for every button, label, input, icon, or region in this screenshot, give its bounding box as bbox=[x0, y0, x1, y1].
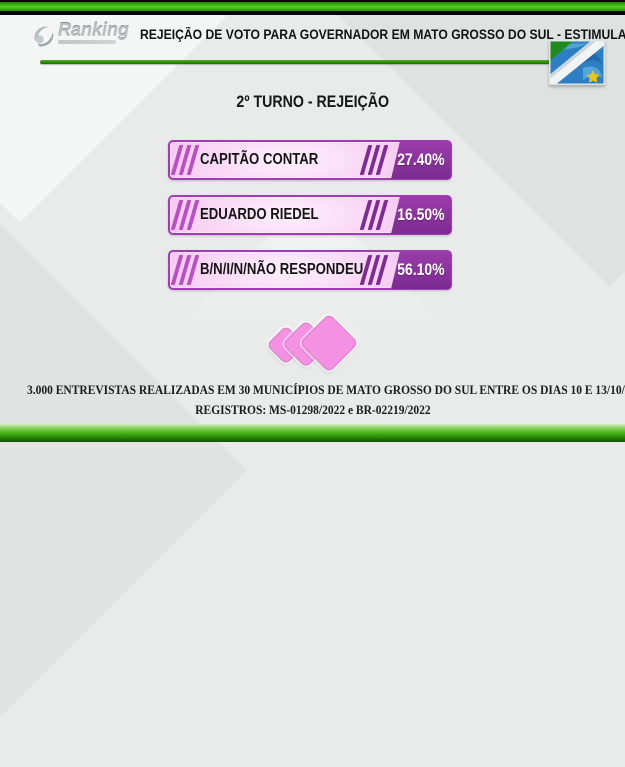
footer: 3.000 ENTREVISTAS REALIZADAS EM 30 MUNIC… bbox=[0, 380, 625, 420]
ranking-logo: Ranking bbox=[30, 21, 129, 51]
header-divider-rule bbox=[40, 60, 551, 64]
stripe-decoration bbox=[359, 200, 389, 230]
bar-label: EDUARDO RIEDEL bbox=[200, 206, 319, 223]
footer-registration-text: REGISTROS: MS-01298/2022 e BR-02219/2022 bbox=[194, 403, 431, 417]
bar-row-capitao-contar: CAPITÃO CONTAR 27.40% bbox=[168, 140, 452, 180]
stripe-decoration bbox=[170, 200, 200, 230]
bar-value: 27.40% bbox=[397, 150, 445, 169]
ranking-logo-subtext-line bbox=[58, 40, 116, 44]
ranking-swoosh-icon bbox=[34, 26, 54, 47]
mato-grosso-do-sul-flag bbox=[549, 40, 605, 85]
bar-value: 56.10% bbox=[397, 260, 445, 279]
section-title: 2º TURNO - REJEIÇÃO bbox=[236, 93, 389, 111]
bar-row-eduardo-riedel: EDUARDO RIEDEL 16.50% bbox=[168, 195, 452, 235]
diamond-ornament-medium bbox=[281, 319, 331, 369]
bar-value: 16.50% bbox=[397, 205, 445, 224]
bar-label: B/N/I/N/NÃO RESPONDEU bbox=[200, 261, 364, 278]
diamond-ornament-small bbox=[266, 325, 306, 365]
poll-bars: CAPITÃO CONTAR 27.40% EDUARDO RIEDEL 16.… bbox=[168, 140, 452, 305]
bottom-frame-bar bbox=[0, 424, 625, 442]
bar-label: CAPITÃO CONTAR bbox=[200, 151, 319, 168]
top-frame-green-stripe bbox=[0, 2, 625, 11]
bar-value-block: 16.50% bbox=[391, 196, 451, 234]
diamond-ornament-large bbox=[299, 313, 359, 373]
bar-value-block: 56.10% bbox=[391, 251, 451, 289]
stripe-decoration bbox=[170, 255, 200, 285]
stripe-decoration bbox=[359, 145, 389, 175]
top-frame-bar bbox=[0, 0, 625, 15]
footer-methodology-text: 3.000 ENTREVISTAS REALIZADAS EM 30 MUNIC… bbox=[26, 383, 625, 397]
stripe-decoration bbox=[170, 145, 200, 175]
bar-row-nao-respondeu: B/N/I/N/NÃO RESPONDEU 56.10% bbox=[168, 250, 452, 290]
bar-value-block: 27.40% bbox=[391, 141, 451, 179]
page-title: REJEIÇÃO DE VOTO PARA GOVERNADOR EM MATO… bbox=[140, 27, 625, 42]
stripe-decoration bbox=[359, 255, 389, 285]
